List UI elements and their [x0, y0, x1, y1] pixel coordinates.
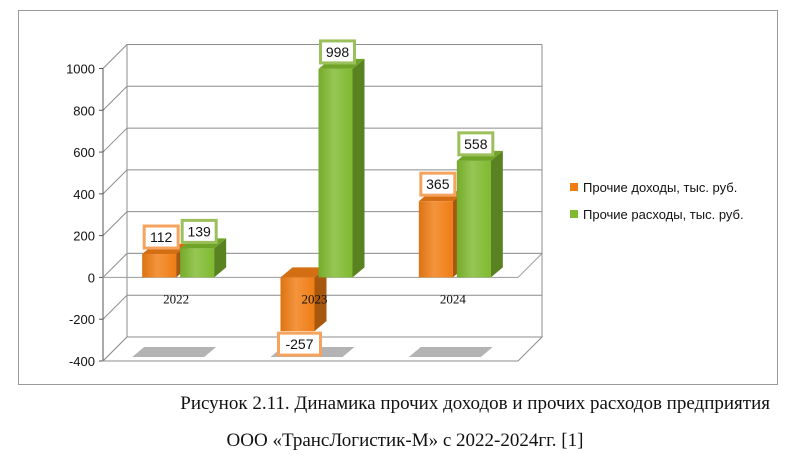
bar-2023-income: [280, 267, 327, 332]
y-tick-label: 1000: [66, 62, 95, 77]
bar-front: [180, 248, 215, 278]
figure-caption-line2: ООО «ТрансЛогистик-М» с 2022-2024гг. [1]: [226, 430, 584, 451]
y-tick-label: 800: [73, 103, 95, 118]
bar-front: [418, 201, 453, 278]
data-label: -257: [277, 331, 322, 357]
legend-label: Прочие доходы, тыс. руб.: [583, 180, 737, 195]
data-label: 998: [319, 39, 356, 65]
x-tick-label: 2023: [302, 291, 328, 306]
bar-front: [318, 68, 353, 278]
bar-side: [314, 267, 327, 332]
data-label-box: [277, 331, 322, 357]
data-label-text: -257: [285, 336, 313, 352]
data-label: 365: [419, 171, 457, 197]
zero-plane: [101, 252, 544, 278]
bar-side: [352, 58, 365, 278]
data-label-box: [457, 131, 495, 157]
data-label-box: [142, 224, 180, 250]
y-tick-label: 200: [73, 229, 95, 244]
figure-caption-line1: Рисунок 2.11. Динамика прочих доходов и …: [180, 393, 770, 414]
bar-floor-shadow: [132, 347, 217, 357]
bar-front: [456, 160, 491, 278]
chart-plot: -400 -200 0 200 400 600 800 1000 2022 2023 2024 112…: [66, 39, 744, 369]
x-tick-label: 2024: [440, 291, 467, 306]
data-label-text: 112: [150, 229, 173, 245]
data-label-text: 558: [464, 136, 488, 152]
bar-2023-expense: [318, 58, 365, 278]
data-label-text: 365: [426, 176, 450, 192]
bar-2022-expense: [180, 238, 227, 278]
bar-front: [280, 277, 315, 332]
bar-2024-expense: [456, 150, 503, 278]
y-tick-label: 600: [73, 145, 95, 160]
x-tick-label: 2022: [163, 291, 189, 306]
bar-top: [280, 267, 327, 278]
bar-side: [490, 150, 503, 278]
y-tick-label: 0: [88, 270, 95, 285]
y-tick-label: 400: [73, 187, 95, 202]
data-label-box: [180, 218, 218, 244]
legend-swatch: [570, 210, 578, 218]
bar-floor-shadow: [408, 347, 493, 357]
data-label: 112: [142, 224, 180, 250]
legend-label: Прочие расходы, тыс. руб.: [583, 207, 744, 222]
data-label-text: 139: [187, 223, 211, 239]
data-label: 558: [457, 131, 495, 157]
bar-front: [142, 254, 177, 278]
bar-side: [214, 238, 227, 278]
data-label: 139: [180, 218, 218, 244]
data-label-box: [319, 39, 356, 65]
data-label-text: 998: [326, 44, 350, 60]
legend-swatch: [570, 183, 578, 191]
y-tick-label: -200: [69, 312, 95, 327]
y-tick-label: -400: [69, 354, 95, 369]
data-label-box: [419, 171, 457, 197]
chart-frame: -400 -200 0 200 400 600 800 1000 2022 2023 2024 112…: [18, 10, 778, 385]
